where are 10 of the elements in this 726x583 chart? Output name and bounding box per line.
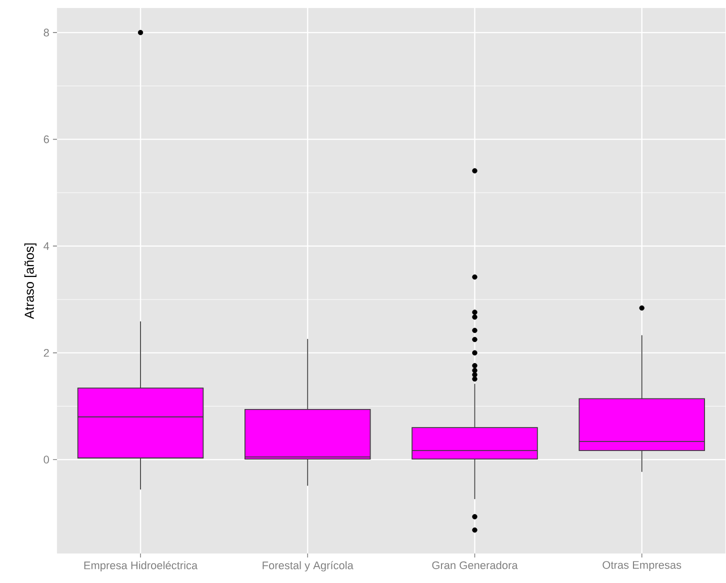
x-tick-label: Otras Empresas xyxy=(602,561,682,572)
y-tick-label: 8 xyxy=(44,28,49,37)
x-tick-label: Gran Generadora xyxy=(432,561,518,570)
y-axis-title: Atraso [años] xyxy=(24,244,36,320)
y-tick-label: 4 xyxy=(44,242,50,250)
y-tick-label: 0 xyxy=(44,456,49,464)
y-tick-label: 6 xyxy=(44,136,49,144)
x-tick-label: Empresa Hidroeléctrica xyxy=(84,561,198,572)
x-tick-label: Forestal y Agrícola xyxy=(262,561,354,572)
y-tick-label: 2 xyxy=(44,349,49,357)
